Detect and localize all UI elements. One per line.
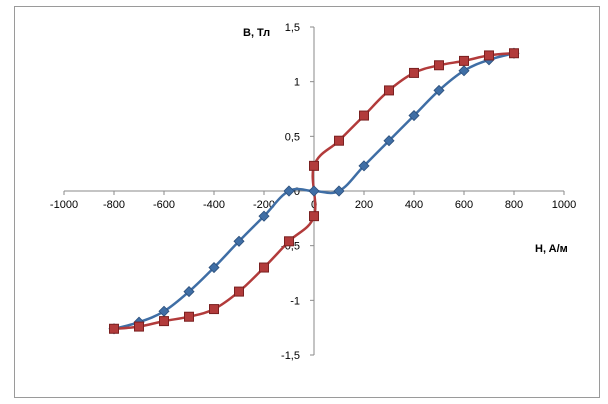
x-axis-title: H, A/м <box>535 243 568 255</box>
data-point-diamond <box>183 286 195 298</box>
x-tick-label: -600 <box>153 199 175 211</box>
y-axis-title: B, Тл <box>243 27 270 39</box>
x-tick-label: 400 <box>405 199 423 211</box>
x-tick-label: -400 <box>203 199 225 211</box>
data-point-square <box>134 321 144 332</box>
data-point-diamond <box>283 185 295 197</box>
data-point-square <box>359 110 369 121</box>
data-point-square <box>334 135 344 146</box>
data-point-square <box>159 316 169 327</box>
y-tick-label: 0 <box>294 186 300 198</box>
x-tick-label: -200 <box>253 199 275 211</box>
y-ticks: 1,510,50-0,5-1-1,5 <box>281 22 314 362</box>
data-point-square <box>509 48 519 59</box>
data-point-square <box>109 323 119 334</box>
x-tick-label: 800 <box>505 199 523 211</box>
data-point-square <box>209 304 219 315</box>
x-tick-label: 1000 <box>552 199 576 211</box>
data-point-square <box>259 262 269 273</box>
y-tick-label: 0,5 <box>285 131 300 143</box>
x-tick-label: -800 <box>103 199 125 211</box>
data-point-diamond <box>408 109 420 122</box>
data-point-square <box>434 60 444 71</box>
y-tick-label: -1 <box>290 295 300 307</box>
series-layer <box>108 47 520 335</box>
data-point-diamond <box>208 261 220 274</box>
data-point-diamond <box>308 185 320 197</box>
data-point-square <box>309 211 319 222</box>
x-tick-label: -1000 <box>50 199 78 211</box>
y-tick-label: -1,5 <box>281 350 300 362</box>
data-point-square <box>409 67 419 78</box>
data-point-diamond <box>433 84 445 96</box>
x-tick-label: 600 <box>455 199 473 211</box>
data-point-square <box>309 160 319 171</box>
data-point-diamond <box>458 65 470 77</box>
data-point-square <box>384 85 394 96</box>
data-point-diamond <box>333 185 345 197</box>
data-point-diamond <box>383 135 395 147</box>
data-point-diamond <box>258 210 270 222</box>
x-ticks: -1000 -800 -600 -400 -200 0 200 400 600 800 1000 <box>50 191 576 211</box>
data-point-diamond <box>233 235 245 247</box>
data-point-diamond <box>358 160 370 172</box>
data-point-square <box>284 236 294 247</box>
x-tick-label: 200 <box>355 199 373 211</box>
y-tick-label: 1,5 <box>285 22 300 34</box>
data-point-square <box>234 286 244 297</box>
data-point-square <box>484 50 494 61</box>
y-tick-label: 1 <box>294 77 300 89</box>
data-point-square <box>184 311 194 322</box>
data-point-square <box>459 55 469 66</box>
